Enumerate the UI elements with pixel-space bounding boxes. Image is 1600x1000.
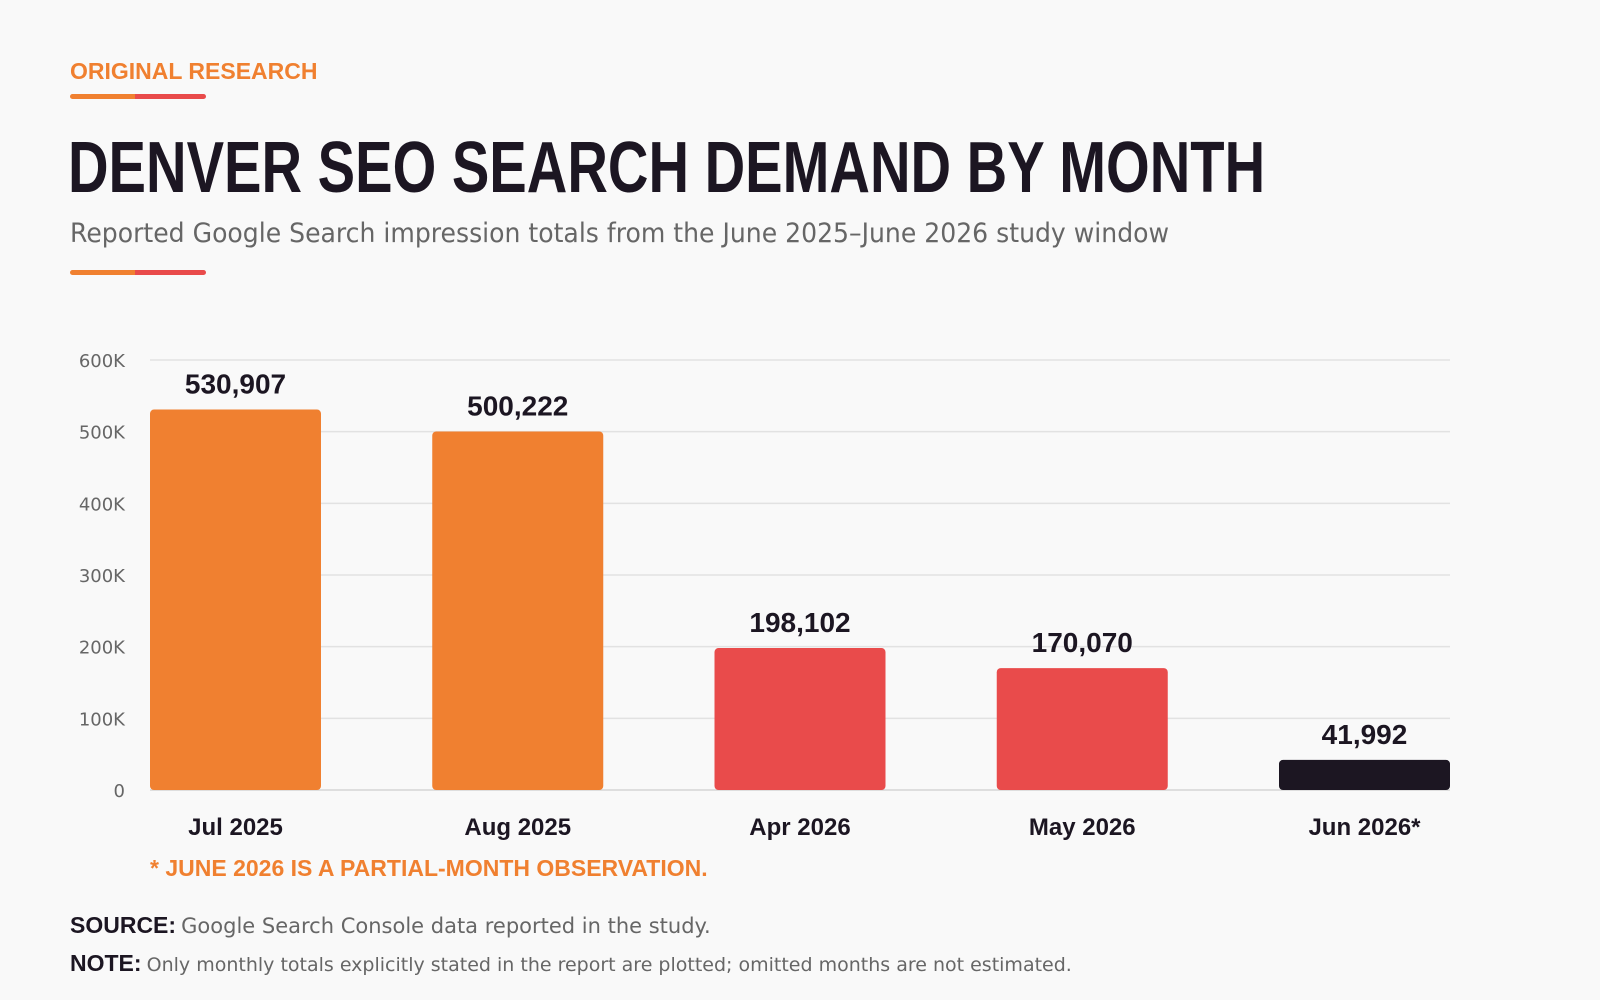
accent-rule-middle [70,270,206,275]
bar [714,648,886,790]
x-tick-label: Jun 2026* [1308,814,1421,841]
y-tick-label: 100K [79,709,126,730]
x-tick-label: Jul 2025 [188,814,283,841]
eyebrow-label: ORIGINAL RESEARCH [70,58,318,84]
y-tick-label: 500K [79,423,126,444]
bar [1279,759,1450,790]
y-tick-label: 600K [79,351,126,372]
data-label: 41,992 [1322,719,1408,750]
source-text: Google Search Console data reported in t… [181,914,711,938]
source-label: SOURCE: [70,912,177,938]
data-label: 530,907 [185,369,286,400]
bar [150,409,321,790]
bar-chart: 0 100K 200K 300K 400K 500K 600K 530,907 Jul 2025… [79,351,1450,841]
accent-rule-top [70,94,206,99]
bar [996,668,1168,790]
x-tick-label: Aug 2025 [464,814,571,841]
y-tick-label: 400K [79,494,126,515]
page-subtitle: Reported Google Search impression totals… [70,218,1170,249]
bar [432,431,604,790]
x-tick-label: Apr 2026 [749,814,850,841]
y-tick-label: 200K [79,638,126,659]
partial-month-footnote: * JUNE 2026 IS A PARTIAL-MONTH OBSERVATI… [150,855,708,881]
data-label: 500,222 [467,391,568,422]
note-text: Only monthly totals explicitly stated in… [146,954,1072,976]
x-tick-label: May 2026 [1029,814,1136,841]
note-label: NOTE: [70,950,142,976]
y-tick-label: 300K [79,566,126,587]
page-title: DENVER SEO SEARCH DEMAND BY MONTH [68,128,1266,208]
note-line: NOTE: Only monthly totals explicitly sta… [70,950,1072,977]
y-tick-label: 0 [114,781,125,802]
data-label: 198,102 [749,607,850,638]
source-line: SOURCE: Google Search Console data repor… [70,912,711,939]
data-label: 170,070 [1032,627,1133,658]
